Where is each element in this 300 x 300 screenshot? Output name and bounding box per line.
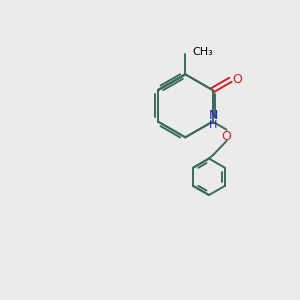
Text: O: O — [221, 130, 231, 143]
Text: N: N — [208, 109, 218, 122]
Text: O: O — [232, 73, 242, 86]
Text: CH₃: CH₃ — [193, 47, 213, 57]
Text: H: H — [209, 120, 218, 130]
